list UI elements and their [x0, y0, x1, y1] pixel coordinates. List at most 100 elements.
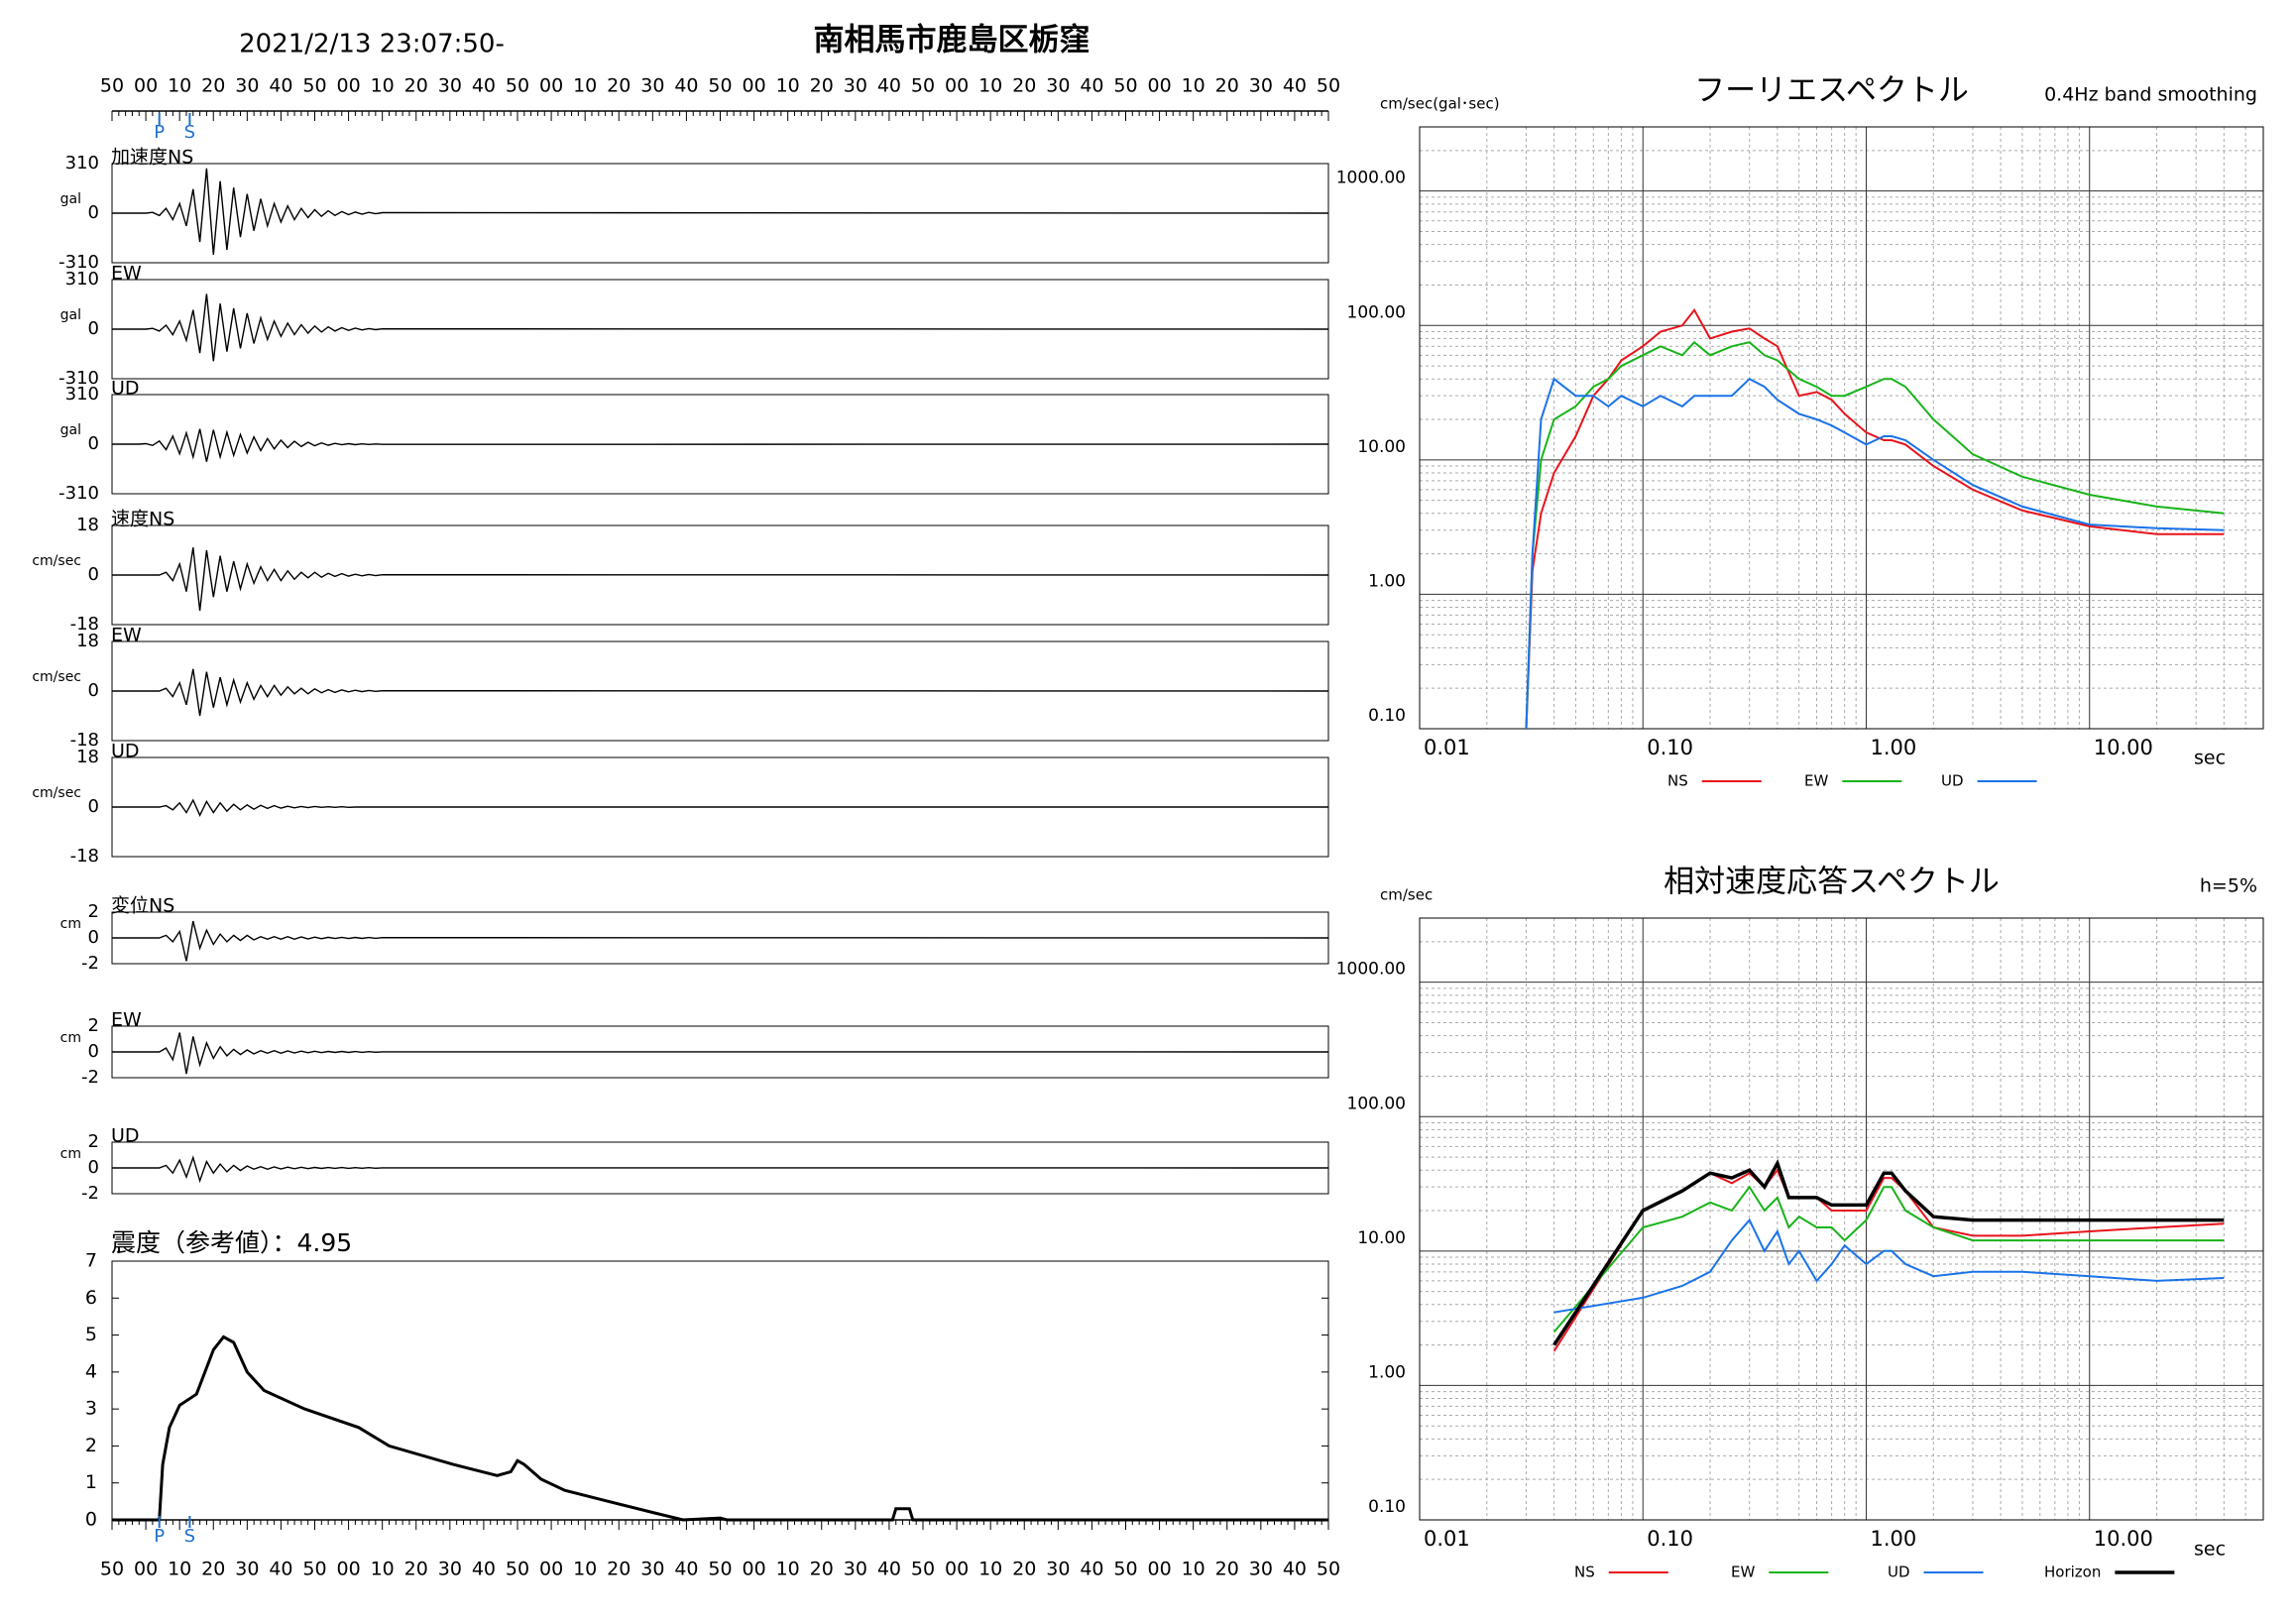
y-tick-label: 0 — [88, 796, 99, 817]
panel-name: 速度NS — [111, 509, 174, 530]
intensity-frame — [111, 1260, 1329, 1521]
time-tick-label: 50 — [1113, 1559, 1137, 1580]
waveform-trace — [112, 428, 1329, 462]
time-tick-label: 50 — [911, 75, 935, 97]
legend-label: NS — [1667, 772, 1688, 790]
y-tick-label: 0 — [85, 1509, 97, 1531]
y-tick-label: 2 — [88, 1015, 99, 1036]
time-tick-label: 20 — [201, 1559, 225, 1580]
y-tick-label: 2 — [85, 1435, 97, 1456]
y-tick-label: 1.00 — [1368, 1362, 1406, 1382]
time-tick-label: 00 — [1147, 75, 1171, 97]
time-tick-label: 00 — [336, 1559, 360, 1580]
y-tick-label: 18 — [76, 747, 99, 767]
y-tick-label: 0 — [88, 680, 99, 701]
waveform-trace — [112, 1155, 1329, 1184]
time-tick-label: 40 — [1283, 75, 1307, 97]
time-tick-label: 40 — [674, 1559, 698, 1580]
panel-name: UD — [111, 741, 140, 762]
time-tick-label: 50 — [1317, 1559, 1340, 1580]
y-tick-label: 0 — [88, 1041, 99, 1062]
y-tick-label: 6 — [85, 1287, 97, 1309]
y-tick-label: 0 — [88, 318, 99, 339]
phase-label: S — [184, 1526, 195, 1547]
y-tick-label: -18 — [70, 846, 99, 867]
time-tick-label: 30 — [438, 75, 462, 97]
station-name: 南相馬市鹿島区栃窪 — [814, 23, 1091, 58]
x-axis-label: sec — [2194, 1539, 2226, 1561]
time-tick-label: 10 — [776, 75, 800, 97]
time-tick-label: 30 — [1249, 1559, 1273, 1580]
x-tick-label: 0.10 — [1647, 1527, 1693, 1551]
series-line — [1552, 1158, 2225, 1346]
y-tick-label: -2 — [81, 953, 99, 974]
time-tick-label: 20 — [201, 75, 225, 97]
time-tick-label: 10 — [978, 75, 1002, 97]
time-tick-label: 40 — [1283, 1559, 1307, 1580]
time-tick-label: 10 — [978, 1559, 1002, 1580]
time-tick-label: 20 — [1215, 1559, 1239, 1580]
y-tick-label: 18 — [76, 631, 99, 651]
y-tick-label: 10.00 — [1357, 437, 1406, 457]
y-axis-label: cm/sec(gal･sec) — [1380, 95, 1500, 113]
panel-name: EW — [111, 263, 142, 285]
y-tick-label: 310 — [65, 384, 99, 405]
waveform-trace — [112, 168, 1329, 255]
unit-label: cm/sec — [32, 553, 81, 569]
time-tick-label: 30 — [235, 75, 259, 97]
panel-name: UD — [111, 378, 140, 400]
time-tick-label: 40 — [269, 75, 292, 97]
x-tick-label: 1.00 — [1870, 1527, 1916, 1551]
intensity-line — [112, 1334, 1328, 1522]
time-tick-label: 30 — [1046, 75, 1070, 97]
time-tick-label: 30 — [1249, 75, 1273, 97]
y-tick-label: 0.10 — [1368, 1497, 1406, 1517]
legend-label: EW — [1804, 772, 1828, 790]
x-tick-label: 0.01 — [1424, 736, 1470, 759]
y-tick-label: 0 — [88, 433, 99, 454]
time-tick-label: 50 — [302, 75, 326, 97]
x-tick-label: 0.01 — [1424, 1527, 1470, 1551]
plot-frame — [1419, 126, 2264, 730]
time-tick-label: 40 — [472, 75, 496, 97]
time-tick-label: 10 — [371, 1559, 395, 1580]
time-tick-label: 50 — [1113, 75, 1137, 97]
time-tick-label: 20 — [607, 1559, 631, 1580]
y-tick-label: 100.00 — [1347, 302, 1406, 322]
y-tick-label: 1000.00 — [1336, 960, 1406, 980]
waveform-trace — [112, 668, 1329, 717]
y-axis-label: cm/sec — [1380, 886, 1433, 904]
x-tick-label: 10.00 — [2094, 1527, 2153, 1551]
waveform-trace — [112, 547, 1329, 612]
time-tick-label: 30 — [1046, 1559, 1070, 1580]
series-line — [1525, 377, 2225, 730]
y-tick-label: -18 — [70, 730, 99, 751]
x-axis-label: sec — [2194, 748, 2226, 769]
time-tick-label: 00 — [539, 75, 563, 97]
series-line — [1552, 1168, 2225, 1352]
time-tick-label: 30 — [235, 1559, 259, 1580]
time-tick-label: 00 — [134, 75, 158, 97]
legend-label: UD — [1941, 772, 1964, 790]
y-tick-label: -18 — [70, 614, 99, 635]
y-tick-label: 0 — [88, 927, 99, 948]
time-tick-label: 50 — [100, 1559, 124, 1580]
series-line — [1525, 308, 2225, 730]
y-tick-label: -310 — [58, 252, 99, 273]
time-tick-label: 10 — [573, 1559, 597, 1580]
legend-label: UD — [1888, 1564, 1910, 1581]
time-tick-label: 00 — [945, 1559, 969, 1580]
time-tick-label: 40 — [1080, 75, 1103, 97]
time-tick-label: 30 — [438, 1559, 462, 1580]
unit-label: cm — [60, 1146, 81, 1162]
series-line — [1525, 340, 2225, 730]
y-tick-label: 0 — [88, 1157, 99, 1178]
waveform-trace — [112, 920, 1329, 962]
intensity-title: 震度（参考値）：4.95 — [111, 1228, 352, 1257]
time-tick-label: 50 — [1317, 75, 1340, 97]
time-tick-label: 20 — [1012, 75, 1036, 97]
time-tick-label: 20 — [1012, 1559, 1036, 1580]
time-tick-label: 40 — [877, 75, 901, 97]
y-tick-label: 7 — [85, 1250, 97, 1272]
